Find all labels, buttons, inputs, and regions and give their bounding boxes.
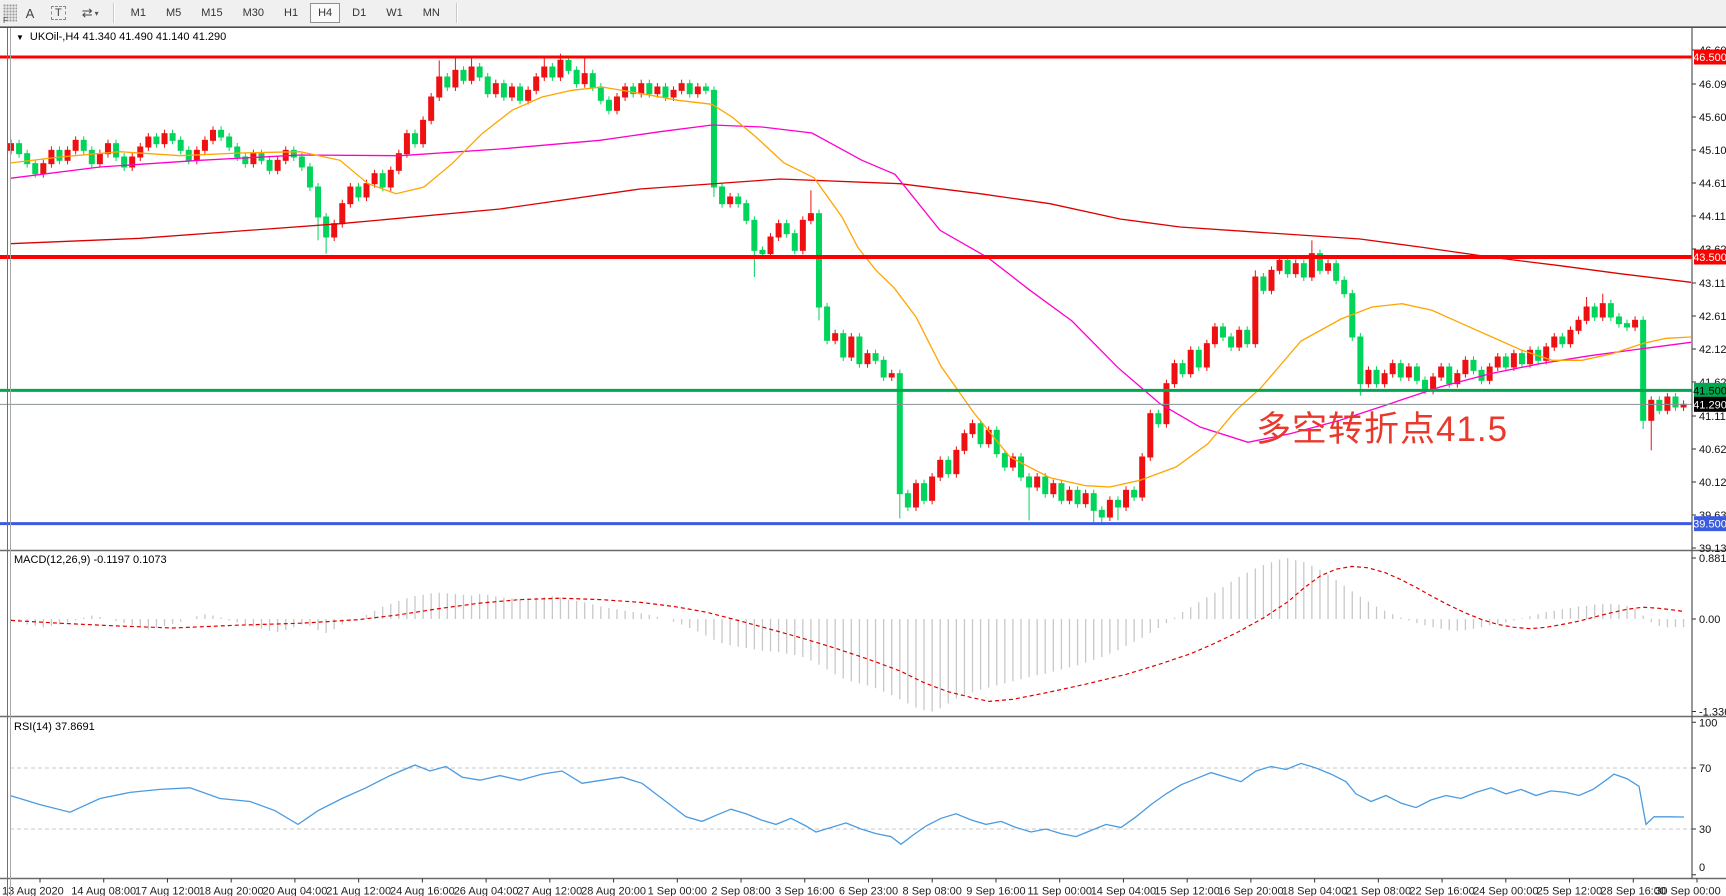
svg-text:42.120: 42.120 xyxy=(1699,344,1726,356)
chart-canvas[interactable]: 46.60546.09545.60045.10544.61044.11543.6… xyxy=(0,28,1726,896)
svg-text:1 Sep 00:00: 1 Sep 00:00 xyxy=(648,886,707,896)
svg-text:21 Sep 08:00: 21 Sep 08:00 xyxy=(1346,886,1411,896)
text-box-tool[interactable]: T xyxy=(44,2,73,24)
text-label-tool[interactable]: A xyxy=(18,2,42,24)
timeframe-button-m15[interactable]: M15 xyxy=(193,3,230,23)
rsi-indicator-label: RSI(14) 37.8691 xyxy=(14,721,95,733)
svg-text:18 Aug 20:00: 18 Aug 20:00 xyxy=(199,886,264,896)
svg-text:24 Sep 00:00: 24 Sep 00:00 xyxy=(1473,886,1538,896)
toolbar-separator xyxy=(456,3,458,23)
svg-text:46.500: 46.500 xyxy=(1693,52,1726,64)
svg-text:41.290: 41.290 xyxy=(1693,399,1726,411)
svg-text:24 Aug 16:00: 24 Aug 16:00 xyxy=(390,886,455,896)
timeframe-button-mn[interactable]: MN xyxy=(415,3,448,23)
cursor-arrows-tool[interactable]: ⇄ ▾ xyxy=(75,2,106,24)
window-left-border-inner xyxy=(10,28,11,896)
svg-text:45.105: 45.105 xyxy=(1699,145,1726,157)
svg-text:39.500: 39.500 xyxy=(1693,519,1726,531)
svg-text:13 Aug 2020: 13 Aug 2020 xyxy=(2,886,64,896)
macd-axis: 0.88120.00-1.3368 xyxy=(1692,553,1726,718)
ma-mid-magenta-line xyxy=(10,125,1691,442)
svg-text:2 Sep 08:00: 2 Sep 08:00 xyxy=(711,886,770,896)
window-left-border xyxy=(7,28,8,896)
macd-indicator-label: MACD(12,26,9) -0.1197 0.1073 xyxy=(14,554,167,566)
svg-text:25 Sep 12:00: 25 Sep 12:00 xyxy=(1537,886,1602,896)
svg-text:9 Sep 16:00: 9 Sep 16:00 xyxy=(966,886,1025,896)
svg-text:45.600: 45.600 xyxy=(1699,112,1726,124)
svg-text:43.500: 43.500 xyxy=(1693,252,1726,264)
rsi-axis: 100 70 30 0 xyxy=(1692,717,1717,875)
macd-panel xyxy=(11,558,1684,711)
svg-text:30: 30 xyxy=(1699,824,1711,836)
timeframe-button-d1[interactable]: D1 xyxy=(344,3,374,23)
chart-header: ▼ UKOil-,H4 41.340 41.490 41.140 41.290 xyxy=(16,31,226,43)
toolbar-separator xyxy=(113,3,115,23)
svg-text:30 Sep 00:00: 30 Sep 00:00 xyxy=(1655,886,1720,896)
annotation-text: 多空转折点41.5 xyxy=(1256,401,1508,452)
svg-text:46.095: 46.095 xyxy=(1699,79,1726,91)
toolbar-grip-icon[interactable]: F xyxy=(3,4,17,22)
svg-text:28 Aug 20:00: 28 Aug 20:00 xyxy=(581,886,646,896)
svg-text:6 Sep 23:00: 6 Sep 23:00 xyxy=(839,886,898,896)
candles-layer xyxy=(9,54,1687,524)
svg-text:70: 70 xyxy=(1699,763,1711,775)
rsi-panel xyxy=(10,763,1692,844)
svg-text:18 Sep 04:00: 18 Sep 04:00 xyxy=(1282,886,1347,896)
svg-text:22 Sep 16:00: 22 Sep 16:00 xyxy=(1409,886,1474,896)
chart-title: UKOil-,H4 41.340 41.490 41.140 41.290 xyxy=(30,31,226,43)
svg-text:40.125: 40.125 xyxy=(1699,477,1726,489)
dropdown-caret-icon: ▾ xyxy=(95,9,99,18)
svg-text:40.620: 40.620 xyxy=(1699,444,1726,456)
one-click-trading-collapse-icon[interactable]: ▼ xyxy=(16,33,24,42)
svg-text:43.110: 43.110 xyxy=(1699,278,1726,290)
svg-text:21 Aug 12:00: 21 Aug 12:00 xyxy=(326,886,391,896)
timeframe-button-m1[interactable]: M1 xyxy=(123,3,154,23)
svg-text:20 Aug 04:00: 20 Aug 04:00 xyxy=(263,886,328,896)
timeframe-button-m30[interactable]: M30 xyxy=(235,3,272,23)
svg-text:15 Sep 12:00: 15 Sep 12:00 xyxy=(1154,886,1219,896)
price-axis: 46.60546.09545.60045.10544.61044.11543.6… xyxy=(1692,45,1726,555)
timeframe-button-w1[interactable]: W1 xyxy=(378,3,411,23)
svg-text:14 Sep 04:00: 14 Sep 04:00 xyxy=(1091,886,1156,896)
svg-text:26 Aug 04:00: 26 Aug 04:00 xyxy=(454,886,519,896)
svg-text:41.500: 41.500 xyxy=(1693,385,1726,397)
chart-window: 46.60546.09545.60045.10544.61044.11543.6… xyxy=(0,27,1726,895)
svg-text:8 Sep 08:00: 8 Sep 08:00 xyxy=(903,886,962,896)
timeframe-button-m5[interactable]: M5 xyxy=(158,3,189,23)
svg-text:11 Sep 00:00: 11 Sep 00:00 xyxy=(1027,886,1092,896)
svg-text:3 Sep 16:00: 3 Sep 16:00 xyxy=(775,886,834,896)
svg-text:16 Sep 20:00: 16 Sep 20:00 xyxy=(1218,886,1283,896)
svg-text:0.00: 0.00 xyxy=(1699,614,1720,626)
ma-slow-red-line xyxy=(10,179,1691,282)
svg-text:27 Aug 12:00: 27 Aug 12:00 xyxy=(517,886,582,896)
toolbar-grip-label: F xyxy=(3,16,8,25)
timeframe-button-h1[interactable]: H1 xyxy=(276,3,306,23)
svg-text:42.615: 42.615 xyxy=(1699,311,1726,323)
horizontal-lines xyxy=(0,57,1692,524)
timeframe-button-h4[interactable]: H4 xyxy=(310,3,340,23)
svg-text:17 Aug 12:00: 17 Aug 12:00 xyxy=(135,886,200,896)
text-label-icon: A xyxy=(26,6,35,21)
svg-text:44.115: 44.115 xyxy=(1699,211,1726,223)
svg-text:44.610: 44.610 xyxy=(1699,178,1726,190)
svg-text:41.115: 41.115 xyxy=(1699,411,1726,423)
text-box-icon: T xyxy=(51,6,66,20)
svg-text:0: 0 xyxy=(1699,862,1705,874)
svg-text:100: 100 xyxy=(1699,717,1717,729)
svg-text:0.8812: 0.8812 xyxy=(1699,553,1726,565)
svg-text:14 Aug 08:00: 14 Aug 08:00 xyxy=(71,886,136,896)
cursor-arrows-icon: ⇄ xyxy=(82,5,93,21)
